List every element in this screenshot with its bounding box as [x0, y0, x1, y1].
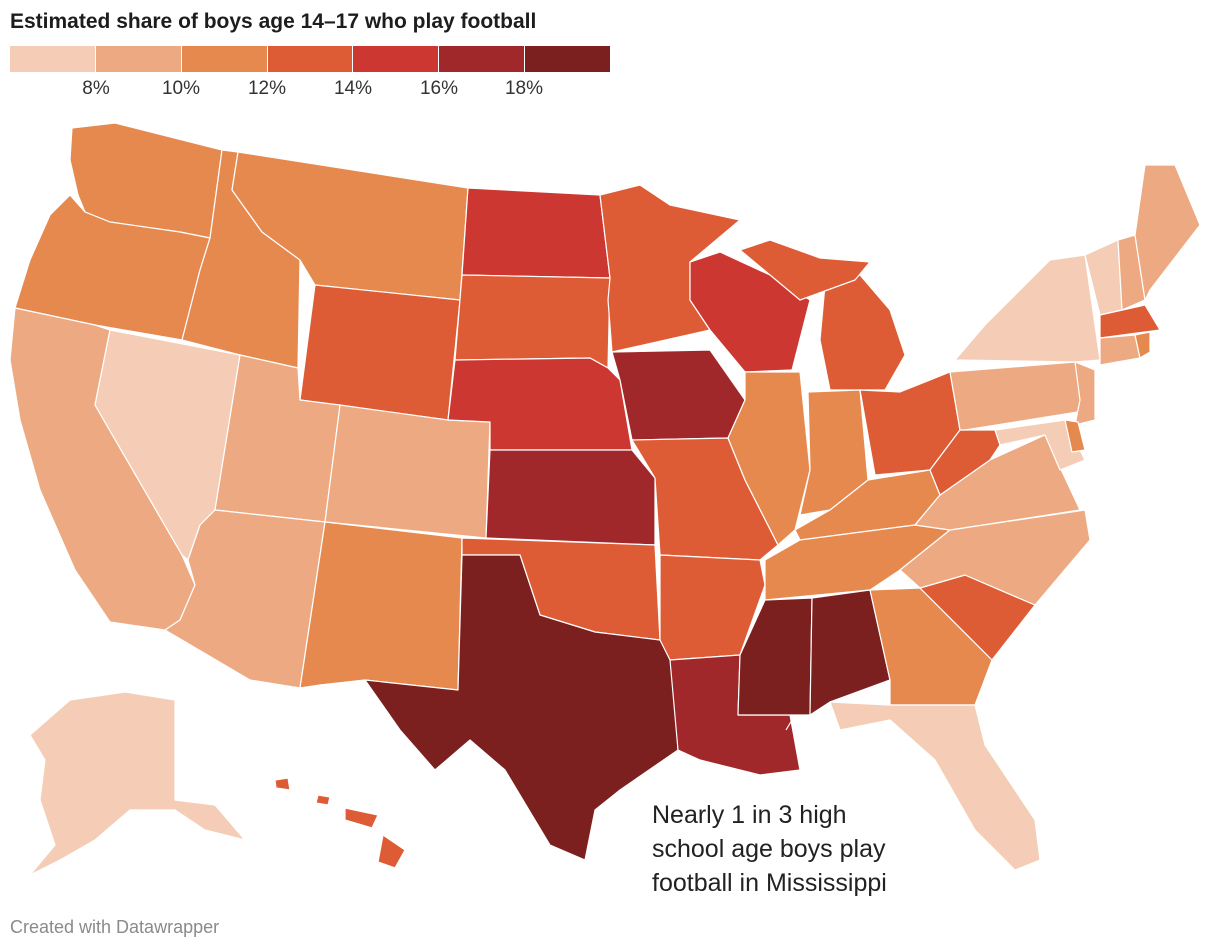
state-new-jersey[interactable]	[1074, 361, 1096, 426]
legend-swatch	[95, 46, 182, 72]
legend-swatch	[439, 46, 526, 72]
state-new-mexico[interactable]	[299, 521, 463, 691]
annotation-line: school age boys play	[652, 835, 886, 863]
chart-title: Estimated share of boys age 14–17 who pl…	[10, 10, 537, 33]
us-choropleth-map	[9, 122, 1201, 876]
state-kansas[interactable]	[485, 449, 656, 546]
state-new-york[interactable]	[954, 254, 1101, 363]
legend-swatch	[267, 46, 354, 72]
annotation-arrowhead	[785, 719, 799, 731]
state-texas[interactable]	[364, 554, 679, 861]
state-michigan[interactable]	[819, 274, 906, 391]
state-alabama[interactable]	[809, 589, 891, 716]
legend-swatch	[525, 46, 611, 72]
legend-swatch	[353, 46, 440, 72]
state-north-dakota[interactable]	[461, 187, 611, 279]
annotation-arrow	[791, 721, 809, 799]
state-south-dakota[interactable]	[454, 274, 611, 369]
legend-swatch	[10, 46, 96, 72]
state-michigan-upper[interactable]	[739, 239, 871, 301]
state-maine[interactable]	[1134, 164, 1201, 301]
legend-tick-label: 18%	[504, 78, 544, 99]
state-alaska[interactable]	[29, 691, 246, 876]
state-iowa[interactable]	[611, 349, 746, 441]
color-legend: 8% 10% 12% 14% 16% 18%	[10, 46, 611, 106]
mississippi-annotation: Nearly 1 in 3 high school age boys play …	[652, 798, 952, 900]
state-colorado[interactable]	[324, 404, 491, 539]
datawrapper-credit[interactable]: Created with Datawrapper	[10, 917, 220, 937]
state-hawaii[interactable]	[274, 777, 406, 869]
annotation-line: football in Mississippi	[652, 869, 887, 897]
state-connecticut[interactable]	[1099, 334, 1141, 366]
legend-tick-label: 14%	[333, 78, 373, 99]
state-pennsylvania[interactable]	[949, 361, 1091, 431]
legend-tick-label: 8%	[82, 78, 110, 99]
state-massachusetts[interactable]	[1099, 304, 1161, 339]
annotation-line: Nearly 1 in 3 high	[652, 801, 847, 829]
state-delaware[interactable]	[1064, 419, 1086, 453]
state-illinois[interactable]	[727, 371, 811, 546]
state-rhode-island[interactable]	[1134, 331, 1151, 359]
state-wyoming[interactable]	[299, 284, 461, 421]
legend-tick-label: 12%	[247, 78, 287, 99]
legend-swatch	[181, 46, 268, 72]
legend-tick-label: 10%	[161, 78, 201, 99]
legend-bar	[10, 46, 611, 72]
state-florida[interactable]	[829, 701, 1041, 871]
legend-tick-label: 16%	[419, 78, 459, 99]
